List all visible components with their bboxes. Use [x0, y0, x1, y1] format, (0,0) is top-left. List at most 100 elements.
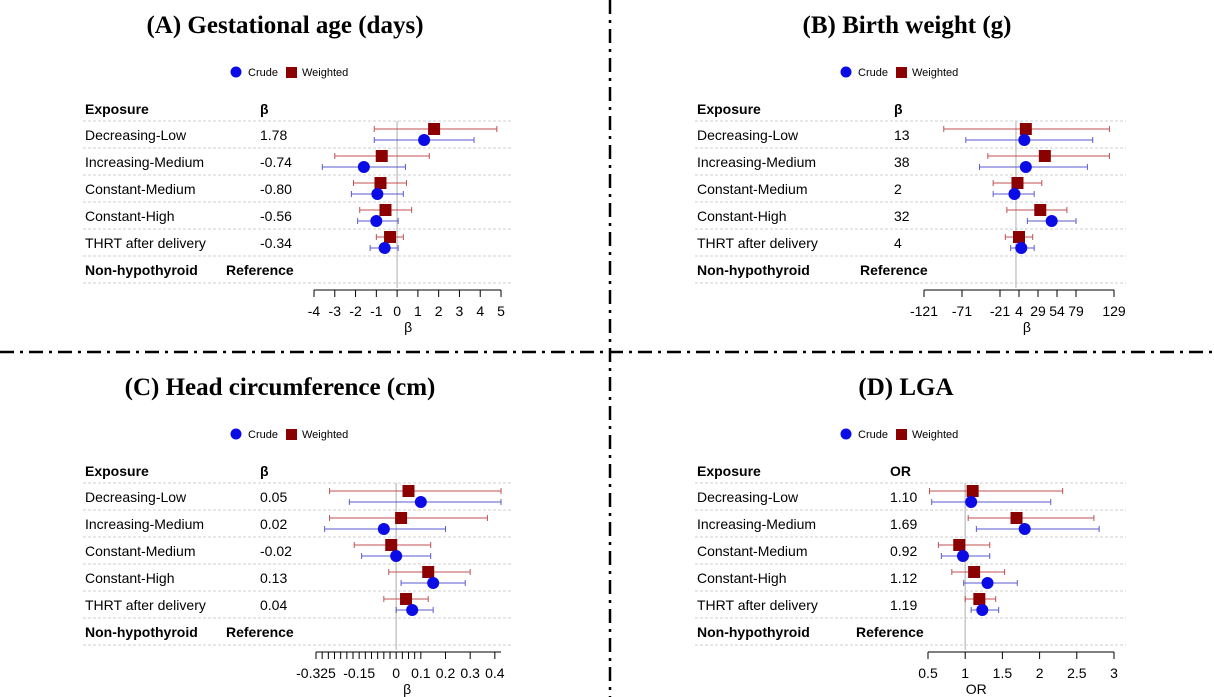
reference-row-value: Reference — [856, 624, 924, 640]
estimate-value: -0.34 — [260, 235, 292, 251]
x-axis-tick-label: 0 — [393, 303, 401, 319]
exposure-label: THRT after delivery — [85, 597, 206, 613]
exposure-label: THRT after delivery — [85, 235, 206, 251]
weighted-estimate-square — [422, 566, 435, 578]
column-header-value: β — [260, 463, 269, 479]
legend-weighted-marker — [286, 67, 297, 78]
exposure-label: Constant-High — [697, 208, 787, 224]
weighted-estimate-square — [1034, 204, 1047, 216]
weighted-estimate-square — [384, 231, 397, 243]
crude-estimate-dot — [965, 496, 978, 508]
weighted-estimate-square — [379, 204, 392, 216]
crude-estimate-dot — [371, 188, 384, 200]
legend-weighted-label: Weighted — [302, 429, 348, 441]
panel-a-gestational-age: (A) Gestational age (days) Crude Weighted E… — [83, 12, 513, 335]
weighted-estimate-square — [400, 593, 413, 605]
legend-crude-label: Crude — [248, 429, 278, 441]
panel-b-birth-weight: (B) Birth weight (g) Crude Weighted Exposur… — [695, 12, 1126, 335]
legend-weighted-label: Weighted — [912, 67, 958, 79]
crude-estimate-dot — [406, 604, 419, 616]
x-axis-title: β — [1023, 319, 1031, 335]
legend-crude-label: Crude — [858, 429, 888, 441]
weighted-estimate-square — [385, 539, 398, 551]
x-axis-tick-label: 0.4 — [485, 665, 505, 681]
reference-row-label: Non-hypothyroid — [85, 262, 198, 278]
estimate-value: 0.92 — [890, 543, 917, 559]
crude-estimate-dot — [1018, 134, 1031, 146]
estimate-value: 1.10 — [890, 489, 917, 505]
weighted-estimate-square — [953, 539, 966, 551]
weighted-estimate-square — [375, 150, 388, 162]
x-axis-tick-label: 1 — [414, 303, 422, 319]
panel-title: (C) Head circumference (cm) — [125, 374, 436, 401]
crude-estimate-dot — [1018, 523, 1031, 535]
weighted-estimate-square — [1010, 512, 1023, 524]
x-axis-tick-label: 54 — [1049, 303, 1065, 319]
legend-crude-marker — [230, 428, 242, 440]
column-header-exposure: Exposure — [85, 101, 149, 117]
x-axis-tick-label: -3 — [329, 303, 342, 319]
estimate-value: 4 — [894, 235, 902, 251]
x-axis-tick-label: -0.325 — [296, 665, 336, 681]
x-axis-tick-label: 0.3 — [460, 665, 480, 681]
x-axis-title: β — [403, 681, 411, 697]
legend-crude-marker — [230, 66, 242, 78]
x-axis-tick-label: 2 — [1036, 665, 1044, 681]
estimate-value: 1.78 — [260, 127, 287, 143]
x-axis-tick-label: 0.5 — [918, 665, 938, 681]
legend-crude-label: Crude — [248, 67, 278, 79]
exposure-label: Constant-High — [697, 570, 787, 586]
estimate-value: 2 — [894, 181, 902, 197]
crude-estimate-dot — [1019, 161, 1032, 173]
weighted-estimate-square — [374, 177, 387, 189]
crude-estimate-dot — [377, 523, 390, 535]
reference-row-value: Reference — [226, 262, 294, 278]
x-axis-title: OR — [966, 681, 987, 697]
reference-row-label: Non-hypothyroid — [697, 262, 810, 278]
column-header-value: OR — [890, 463, 911, 479]
panel-title: (A) Gestational age (days) — [146, 12, 423, 39]
column-header-value: β — [260, 101, 269, 117]
x-axis-tick-label: 0 — [392, 665, 400, 681]
weighted-estimate-square — [395, 512, 408, 524]
x-axis-tick-label: 0.2 — [436, 665, 456, 681]
legend-crude-marker — [840, 428, 852, 440]
crude-estimate-dot — [378, 242, 391, 254]
exposure-label: Decreasing-Low — [697, 489, 799, 505]
estimate-value: -0.80 — [260, 181, 292, 197]
crude-estimate-dot — [418, 134, 431, 146]
x-axis-tick-label: -71 — [952, 303, 972, 319]
exposure-label: Constant-High — [85, 208, 175, 224]
panel-c-head-circumference: (C) Head circumference (cm) Crude Weighted… — [83, 374, 513, 697]
legend-weighted-marker — [286, 429, 297, 440]
x-axis-tick-label: 4 — [476, 303, 484, 319]
reference-row-value: Reference — [860, 262, 928, 278]
weighted-estimate-square — [1011, 177, 1024, 189]
x-axis-tick-label: -21 — [990, 303, 1010, 319]
column-header-exposure: Exposure — [697, 101, 761, 117]
x-axis-title: β — [404, 319, 412, 335]
estimate-value: 0.05 — [260, 489, 287, 505]
reference-row-label: Non-hypothyroid — [697, 624, 810, 640]
estimate-value: -0.56 — [260, 208, 292, 224]
weighted-estimate-square — [1019, 123, 1032, 135]
reference-row-value: Reference — [226, 624, 294, 640]
weighted-estimate-square — [402, 485, 415, 497]
panel-title: (D) LGA — [858, 374, 953, 401]
exposure-label: Increasing-Medium — [697, 154, 816, 170]
estimate-value: 1.69 — [890, 516, 917, 532]
exposure-label: Decreasing-Low — [85, 489, 187, 505]
crude-estimate-dot — [390, 550, 403, 562]
exposure-label: THRT after delivery — [697, 597, 818, 613]
crude-estimate-dot — [357, 161, 370, 173]
weighted-estimate-square — [966, 485, 979, 497]
exposure-label: Constant-Medium — [85, 543, 196, 559]
x-axis-tick-label: -0.15 — [343, 665, 375, 681]
weighted-estimate-square — [968, 566, 981, 578]
crude-estimate-dot — [976, 604, 989, 616]
estimate-value: 0.02 — [260, 516, 287, 532]
x-axis-tick-label: -1 — [370, 303, 383, 319]
weighted-estimate-square — [1038, 150, 1051, 162]
x-axis-tick-label: 2 — [435, 303, 443, 319]
